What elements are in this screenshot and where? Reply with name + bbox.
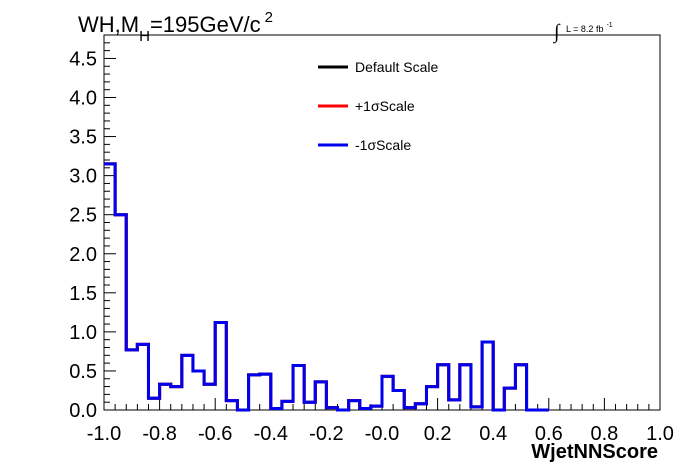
- x-axis-label: WjetNNScore: [531, 441, 658, 463]
- y-tick-label: 4.5: [69, 48, 97, 70]
- chart-title-main: WH,M: [78, 12, 139, 37]
- x-tick-label: -0.8: [142, 423, 176, 445]
- chart-title-rest: =195GeV/c: [150, 12, 261, 37]
- y-tick-label: 1.5: [69, 283, 97, 305]
- chart-title-superscript: 2: [265, 9, 273, 26]
- x-tick-label: -0.6: [198, 423, 232, 445]
- lumi-superscript: -1: [606, 22, 612, 29]
- legend-label: +1σScale: [355, 98, 415, 114]
- series-line: [104, 162, 549, 412]
- y-tick-label: 1.0: [69, 322, 97, 344]
- legend: Default Scale +1σScale -1σScale: [318, 59, 438, 153]
- series-2: [104, 162, 549, 412]
- x-tick-label: 0.8: [590, 423, 618, 445]
- x-tick-label: 1.0: [646, 423, 674, 445]
- y-tick-label: 2.0: [69, 244, 97, 266]
- x-tick-label: 0.2: [424, 423, 452, 445]
- chart-title-subscript: H: [139, 28, 150, 45]
- lumi-text: L = 8.2 fb: [566, 24, 603, 34]
- x-tick-label: 0.4: [479, 423, 507, 445]
- legend-label: -1σScale: [355, 137, 411, 153]
- x-tick-label: -1.0: [87, 423, 121, 445]
- x-tick-label: 0.6: [535, 423, 563, 445]
- y-tick-label: 3.0: [69, 166, 97, 188]
- x-tick-label: -0.2: [309, 423, 343, 445]
- y-tick-label: 4.0: [69, 88, 97, 110]
- chart-title: WH,MH=195GeV/c 2: [78, 9, 273, 45]
- x-axis-ticks: -1.0 -0.8 -0.6 -0.4 -0.2 -0.0 0.2 0.4 0.6 0.8 1.0: [87, 398, 674, 445]
- lumi-label: L = 8.2 fb -1: [566, 22, 613, 34]
- x-tick-label: -0.0: [365, 423, 399, 445]
- y-tick-label: 0.5: [69, 361, 97, 383]
- y-tick-label: 3.5: [69, 127, 97, 149]
- y-axis-ticks: 0.0 0.5 1.0 1.5 2.0 2.5 3.0 3.5 4.0 4.5: [69, 34, 116, 422]
- y-tick-label: 0.0: [69, 400, 97, 422]
- y-tick-label: 2.5: [69, 205, 97, 227]
- legend-label: Default Scale: [355, 59, 438, 75]
- x-tick-label: -0.4: [254, 423, 288, 445]
- lumi-integral-sign: ∫: [552, 21, 561, 44]
- series-layer: [104, 162, 549, 412]
